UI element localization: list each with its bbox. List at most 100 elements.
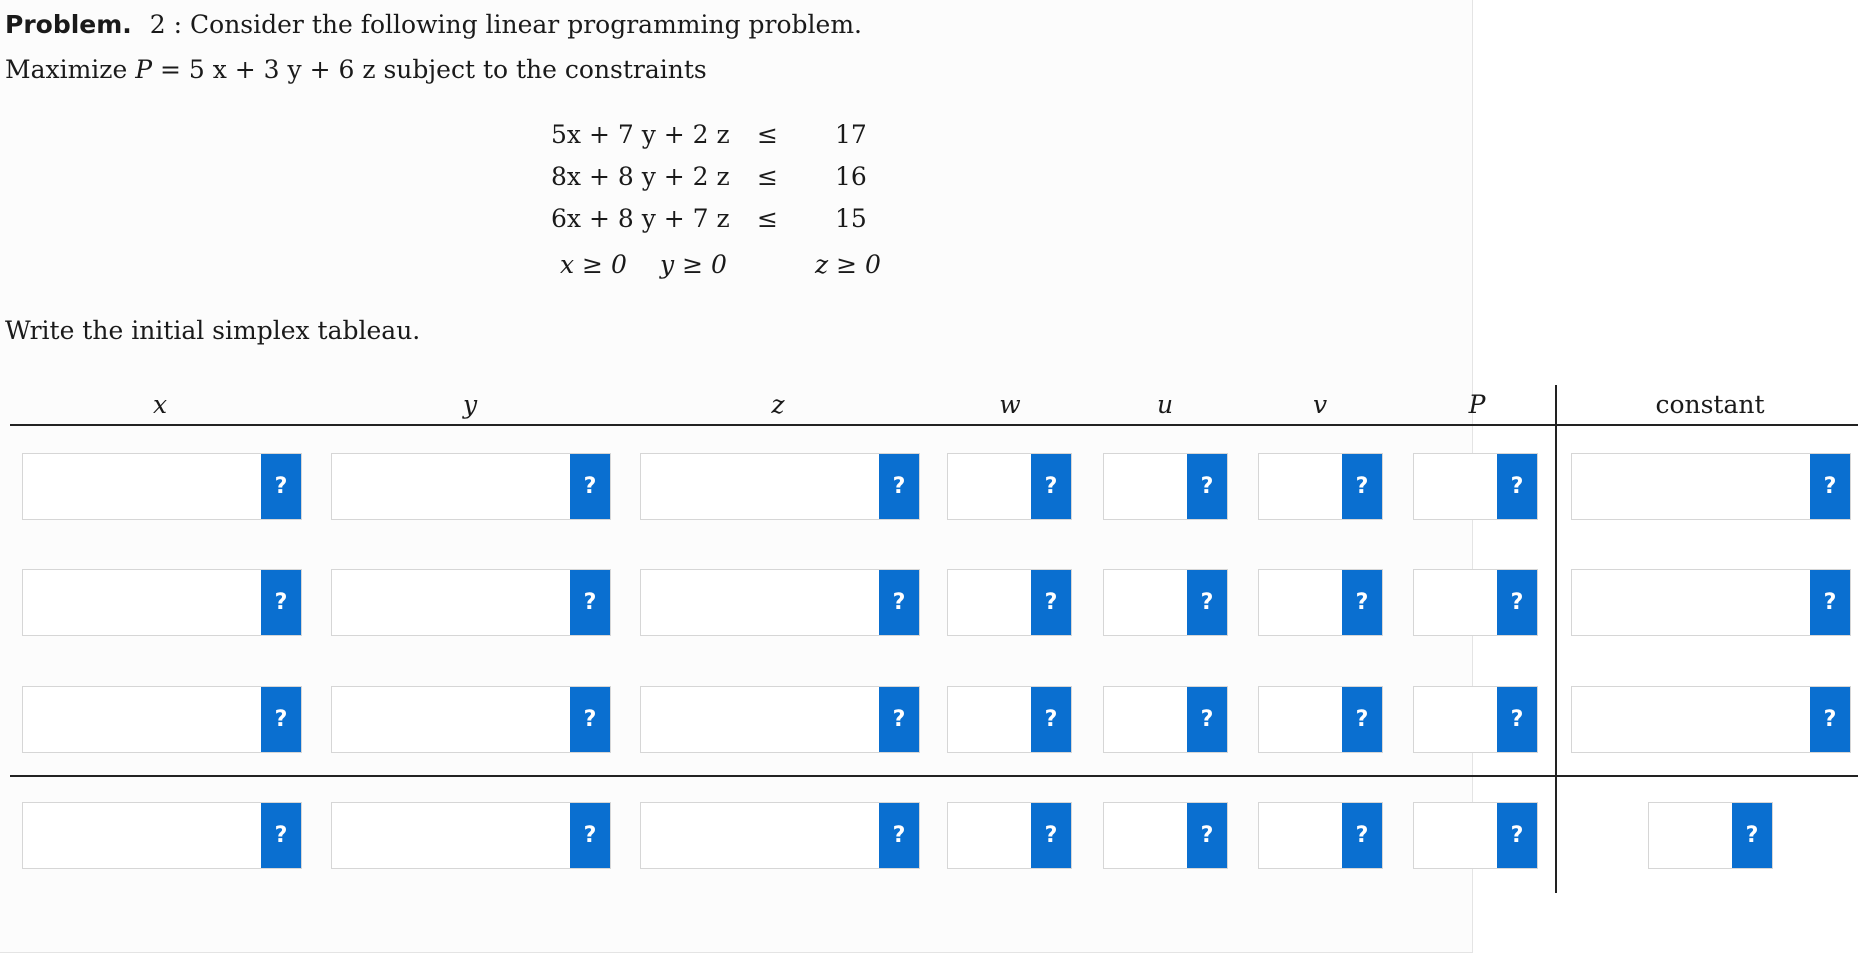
tableau-cell: ?	[640, 453, 920, 520]
constraint-lhs: 5x + 7 y + 2 z	[551, 120, 730, 149]
tableau-input-r1-u[interactable]	[1104, 454, 1187, 519]
help-button[interactable]: ?	[1342, 687, 1382, 752]
help-button[interactable]: ?	[570, 687, 610, 752]
help-button[interactable]: ?	[1497, 803, 1537, 868]
tableau-cell: ?	[1571, 686, 1851, 753]
help-button[interactable]: ?	[1031, 803, 1071, 868]
help-button[interactable]: ?	[1810, 687, 1850, 752]
tableau-input-r4-constant[interactable]	[1649, 803, 1732, 868]
help-button[interactable]: ?	[1031, 570, 1071, 635]
tableau-cell: ?	[1413, 569, 1538, 636]
tableau-input-r3-u[interactable]	[1104, 687, 1187, 752]
help-button[interactable]: ?	[1187, 454, 1227, 519]
help-button[interactable]: ?	[1187, 570, 1227, 635]
column-header-y: y	[462, 390, 478, 419]
help-button[interactable]: ?	[261, 687, 301, 752]
help-button[interactable]: ?	[1497, 454, 1537, 519]
tableau-input-r3-constant[interactable]	[1572, 687, 1810, 752]
problem-header: Problem. 2 : Consider the following linea…	[5, 10, 862, 39]
tableau-cell: ?	[22, 686, 302, 753]
column-header-p: P	[1468, 390, 1486, 419]
tableau-cell: ?	[1413, 453, 1538, 520]
help-button[interactable]: ?	[570, 803, 610, 868]
tableau-input-r1-v[interactable]	[1259, 454, 1342, 519]
help-button[interactable]: ?	[879, 687, 919, 752]
help-button[interactable]: ?	[261, 454, 301, 519]
nonneg-z: z ≥ 0	[815, 250, 881, 279]
objective-row-rule	[10, 775, 1858, 777]
problem-number: 2 :	[149, 10, 183, 39]
tableau-cell: ?	[947, 686, 1072, 753]
tableau-input-r2-v[interactable]	[1259, 570, 1342, 635]
nonneg-x: x ≥ 0	[560, 250, 627, 279]
tableau-input-r4-p[interactable]	[1414, 803, 1497, 868]
tableau-input-r3-v[interactable]	[1259, 687, 1342, 752]
help-button[interactable]: ?	[1187, 687, 1227, 752]
help-button[interactable]: ?	[879, 454, 919, 519]
tableau-input-r2-y[interactable]	[332, 570, 570, 635]
help-button[interactable]: ?	[1031, 454, 1071, 519]
tableau-input-r2-p[interactable]	[1414, 570, 1497, 635]
tableau-input-r4-u[interactable]	[1104, 803, 1187, 868]
tableau-input-r1-z[interactable]	[641, 454, 879, 519]
constraint-lhs: 6x + 8 y + 7 z	[551, 204, 730, 233]
help-button[interactable]: ?	[261, 570, 301, 635]
nonneg-y: y ≥ 0	[660, 250, 727, 279]
tableau-input-r3-p[interactable]	[1414, 687, 1497, 752]
tableau-input-r3-x[interactable]	[23, 687, 261, 752]
tableau-input-r4-x[interactable]	[23, 803, 261, 868]
help-button[interactable]: ?	[1342, 803, 1382, 868]
tableau-cell: ?	[331, 569, 611, 636]
column-header-u: u	[1156, 390, 1174, 419]
header-rule	[10, 424, 1858, 426]
tableau-input-r3-w[interactable]	[948, 687, 1031, 752]
tableau-input-r2-u[interactable]	[1104, 570, 1187, 635]
tableau-input-r2-z[interactable]	[641, 570, 879, 635]
tableau-input-r1-y[interactable]	[332, 454, 570, 519]
tableau-input-r1-x[interactable]	[23, 454, 261, 519]
tableau-cell: ?	[1258, 453, 1383, 520]
tableau-cell: ?	[1103, 686, 1228, 753]
tableau-input-r2-w[interactable]	[948, 570, 1031, 635]
help-button[interactable]: ?	[1187, 803, 1227, 868]
tableau-cell: ?	[640, 802, 920, 869]
help-button[interactable]: ?	[1497, 687, 1537, 752]
column-header-v: v	[1312, 390, 1328, 419]
tableau-input-r2-constant[interactable]	[1572, 570, 1810, 635]
column-header-z: z	[771, 390, 785, 419]
tableau-cell: ?	[331, 802, 611, 869]
tableau-cell: ?	[1103, 802, 1228, 869]
help-button[interactable]: ?	[1732, 803, 1772, 868]
tableau-cell: ?	[947, 802, 1072, 869]
tableau-input-r4-z[interactable]	[641, 803, 879, 868]
constant-column-rule	[1555, 385, 1557, 893]
tableau-input-r1-w[interactable]	[948, 454, 1031, 519]
tableau-input-r3-z[interactable]	[641, 687, 879, 752]
tableau-cell: ?	[22, 453, 302, 520]
tableau-input-r3-y[interactable]	[332, 687, 570, 752]
tableau-input-r2-x[interactable]	[23, 570, 261, 635]
help-button[interactable]: ?	[1342, 454, 1382, 519]
tableau-cell: ?	[947, 453, 1072, 520]
help-button[interactable]: ?	[1031, 687, 1071, 752]
tableau-input-r1-p[interactable]	[1414, 454, 1497, 519]
tableau-input-r4-y[interactable]	[332, 803, 570, 868]
column-header-x: x	[152, 390, 168, 419]
tableau-cell: ?	[1258, 569, 1383, 636]
help-button[interactable]: ?	[261, 803, 301, 868]
help-button[interactable]: ?	[1810, 570, 1850, 635]
help-button[interactable]: ?	[879, 570, 919, 635]
help-button[interactable]: ?	[879, 803, 919, 868]
help-button[interactable]: ?	[1810, 454, 1850, 519]
help-button[interactable]: ?	[570, 570, 610, 635]
tableau-cell: ?	[22, 569, 302, 636]
help-button[interactable]: ?	[1342, 570, 1382, 635]
column-header-constant: constant	[1655, 390, 1765, 419]
tableau-input-r4-w[interactable]	[948, 803, 1031, 868]
objective-variable: P	[135, 55, 153, 84]
help-button[interactable]: ?	[570, 454, 610, 519]
tableau-input-r1-constant[interactable]	[1572, 454, 1810, 519]
help-button[interactable]: ?	[1497, 570, 1537, 635]
tableau-input-r4-v[interactable]	[1259, 803, 1342, 868]
problem-statement: Consider the following linear programmin…	[190, 10, 862, 39]
